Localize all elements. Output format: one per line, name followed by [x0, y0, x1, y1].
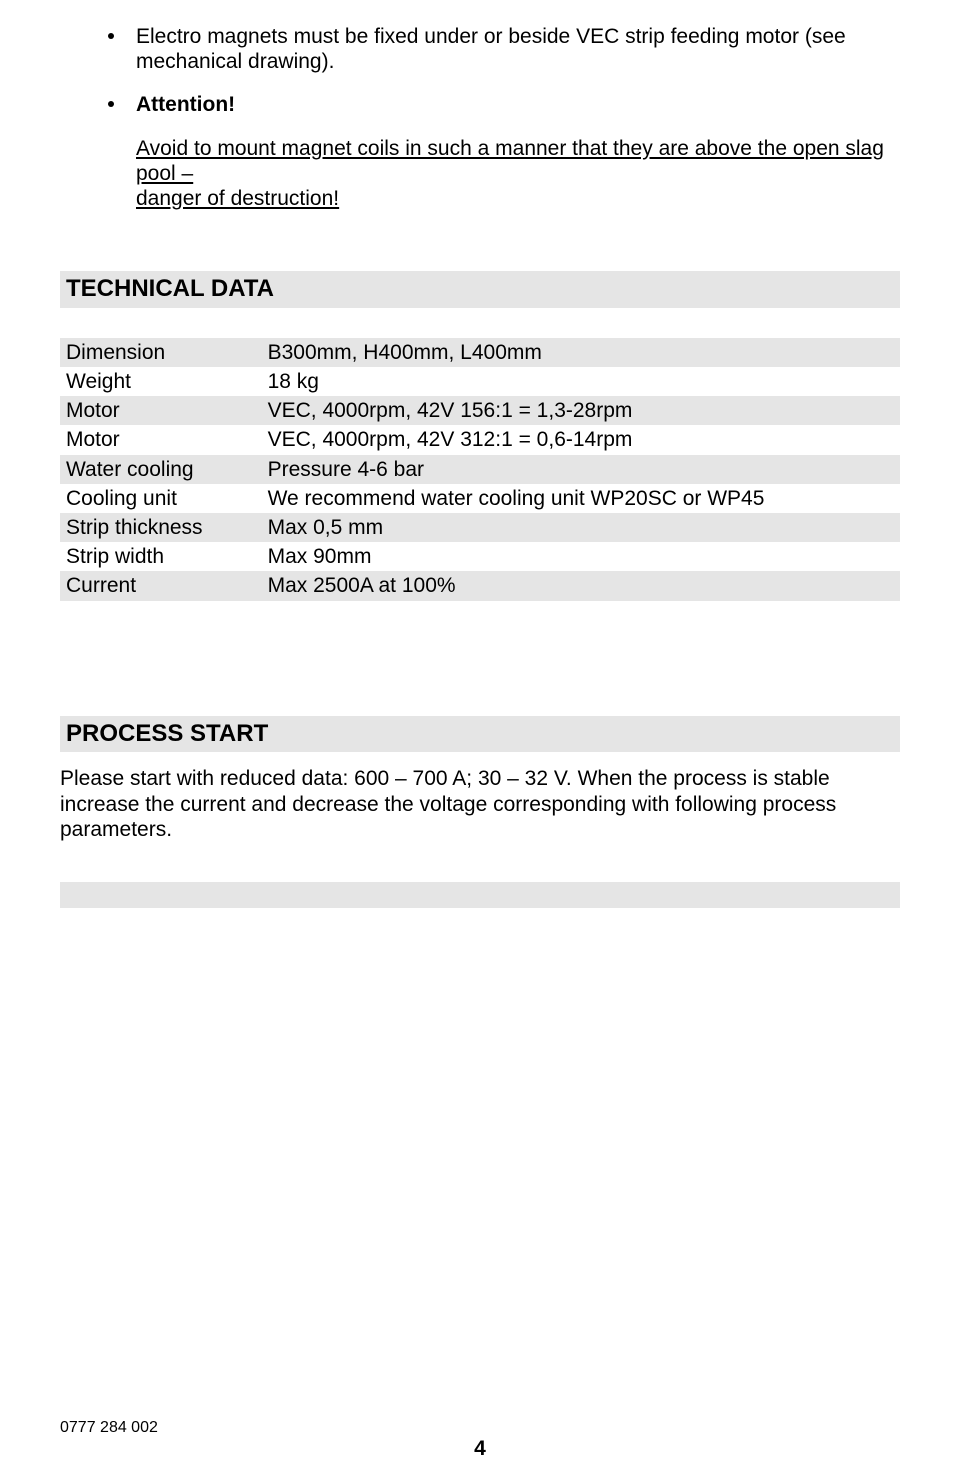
table-row: Weight18 kg — [60, 367, 900, 396]
spec-value: Max 90mm — [262, 542, 900, 571]
process-start-text: Please start with reduced data: 600 – 70… — [60, 766, 900, 842]
bullet-item: Electro magnets must be fixed under or b… — [108, 24, 900, 74]
process-start-heading: PROCESS START — [60, 716, 900, 753]
spec-value: VEC, 4000rpm, 42V 312:1 = 0,6-14rpm — [262, 425, 900, 454]
bullet-dot-icon — [108, 101, 114, 107]
spec-label: Water cooling — [60, 455, 262, 484]
table-row: Strip thicknessMax 0,5 mm — [60, 513, 900, 542]
attention-heading: Attention! — [136, 92, 900, 117]
spec-value: VEC, 4000rpm, 42V 156:1 = 1,3-28rpm — [262, 396, 900, 425]
table-row: MotorVEC, 4000rpm, 42V 156:1 = 1,3-28rpm — [60, 396, 900, 425]
bullet-item: Attention! Avoid to mount magnet coils i… — [108, 92, 900, 211]
table-row: MotorVEC, 4000rpm, 42V 312:1 = 0,6-14rpm — [60, 425, 900, 454]
spec-value: 18 kg — [262, 367, 900, 396]
spec-value: B300mm, H400mm, L400mm — [262, 338, 900, 367]
warning-text-line1: Avoid to mount magnet coils in such a ma… — [136, 137, 884, 185]
spec-value: We recommend water cooling unit WP20SC o… — [262, 484, 900, 513]
spec-value: Pressure 4-6 bar — [262, 455, 900, 484]
table-row: CurrentMax 2500A at 100% — [60, 571, 900, 600]
table-row: Water coolingPressure 4-6 bar — [60, 455, 900, 484]
table-row: Strip widthMax 90mm — [60, 542, 900, 571]
footer-doc-code: 0777 284 002 — [60, 1418, 158, 1437]
decorative-gray-strip — [60, 882, 900, 908]
technical-data-table: DimensionB300mm, H400mm, L400mmWeight18 … — [60, 338, 900, 601]
spec-label: Motor — [60, 425, 262, 454]
footer-page-number: 4 — [0, 1436, 960, 1461]
spec-label: Strip width — [60, 542, 262, 571]
table-row: DimensionB300mm, H400mm, L400mm — [60, 338, 900, 367]
spec-value: Max 2500A at 100% — [262, 571, 900, 600]
spec-label: Motor — [60, 396, 262, 425]
warning-text-line2: danger of destruction! — [136, 187, 339, 210]
spec-label: Cooling unit — [60, 484, 262, 513]
bullet-text: Electro magnets must be fixed under or b… — [136, 24, 900, 74]
spec-value: Max 0,5 mm — [262, 513, 900, 542]
spec-label: Strip thickness — [60, 513, 262, 542]
spec-label: Weight — [60, 367, 262, 396]
table-row: Cooling unitWe recommend water cooling u… — [60, 484, 900, 513]
bullet-dot-icon — [108, 33, 114, 39]
technical-data-heading: TECHNICAL DATA — [60, 271, 900, 308]
spec-label: Current — [60, 571, 262, 600]
spec-label: Dimension — [60, 338, 262, 367]
